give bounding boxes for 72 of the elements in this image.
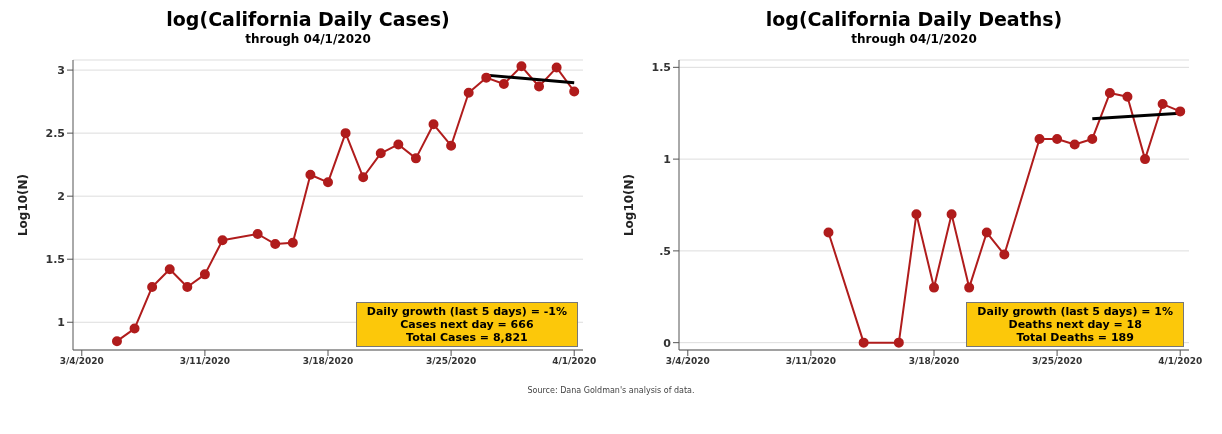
x-tick-label: 4/1/2020 — [552, 356, 597, 367]
point — [551, 62, 562, 73]
point — [287, 237, 298, 248]
point — [463, 87, 474, 98]
point — [1104, 88, 1115, 99]
point — [428, 119, 439, 130]
point — [1034, 133, 1045, 144]
point — [340, 128, 351, 139]
point — [981, 227, 992, 238]
point — [446, 140, 457, 151]
chart-title: log(California Daily Deaths) — [764, 8, 1064, 32]
point — [164, 264, 175, 275]
point — [323, 177, 333, 188]
point — [375, 148, 386, 159]
x-tick-label: 3/25/2020 — [1031, 356, 1083, 367]
y-tick-label: 0 — [663, 336, 672, 350]
point — [217, 235, 228, 246]
x-tick-label: 3/4/2020 — [59, 356, 104, 367]
x-tick-label: 3/18/2020 — [908, 356, 960, 367]
point — [823, 227, 834, 238]
point — [498, 78, 509, 89]
x-tick-label: 3/11/2020 — [785, 356, 837, 367]
source-note: Source: Dana Goldman's analysis of data. — [526, 386, 696, 395]
point — [1175, 106, 1186, 117]
point — [516, 61, 527, 72]
point — [929, 282, 939, 293]
point — [199, 269, 210, 280]
point — [270, 239, 281, 250]
y-axis-title: Log10(N) — [16, 173, 31, 237]
y-tick-label: 2 — [57, 190, 65, 204]
point — [1069, 139, 1080, 150]
y-tick-label: .5 — [659, 244, 671, 258]
point — [481, 72, 492, 83]
point — [999, 249, 1010, 260]
point — [569, 86, 580, 97]
y-tick-label: 3 — [57, 63, 65, 77]
y-tick-label: 1 — [57, 316, 65, 330]
note-box: Daily growth (last 5 days) = 1% Deaths next day = 18 Total Deaths = 189 — [966, 302, 1184, 347]
point — [893, 337, 904, 348]
point — [129, 323, 140, 334]
point — [911, 209, 922, 220]
chart-subtitle: through 04/1/2020 — [244, 32, 372, 48]
note-box: Daily growth (last 5 days) = -1% Cases next day = 666 Total Cases = 8,821 — [355, 302, 578, 347]
point — [858, 337, 869, 348]
point — [1157, 99, 1168, 110]
point — [410, 153, 421, 164]
y-tick-label: 1.5 — [651, 61, 671, 75]
point — [946, 209, 957, 220]
chart-title: log(California Daily Cases) — [165, 8, 451, 32]
x-tick-label: 3/25/2020 — [425, 356, 477, 367]
x-tick-label: 4/1/2020 — [1158, 356, 1203, 367]
point — [147, 281, 158, 292]
point — [305, 169, 316, 180]
point — [252, 229, 263, 239]
point — [358, 172, 369, 183]
point — [393, 139, 404, 150]
point — [1140, 154, 1151, 165]
y-tick-label: 1 — [663, 153, 671, 167]
point — [534, 81, 545, 92]
chart-subtitle: through 04/1/2020 — [850, 32, 978, 48]
x-tick-label: 3/11/2020 — [179, 356, 231, 367]
point — [1087, 133, 1098, 144]
point — [1122, 91, 1133, 102]
point — [1052, 133, 1063, 144]
point — [964, 282, 975, 293]
y-tick-label: 2.5 — [45, 127, 65, 141]
point — [111, 336, 122, 347]
point — [182, 281, 193, 292]
y-tick-label: 1.5 — [45, 253, 65, 267]
y-axis-title: Log10(N) — [622, 173, 637, 237]
x-tick-label: 3/18/2020 — [302, 356, 354, 367]
x-tick-label: 3/4/2020 — [665, 356, 710, 367]
